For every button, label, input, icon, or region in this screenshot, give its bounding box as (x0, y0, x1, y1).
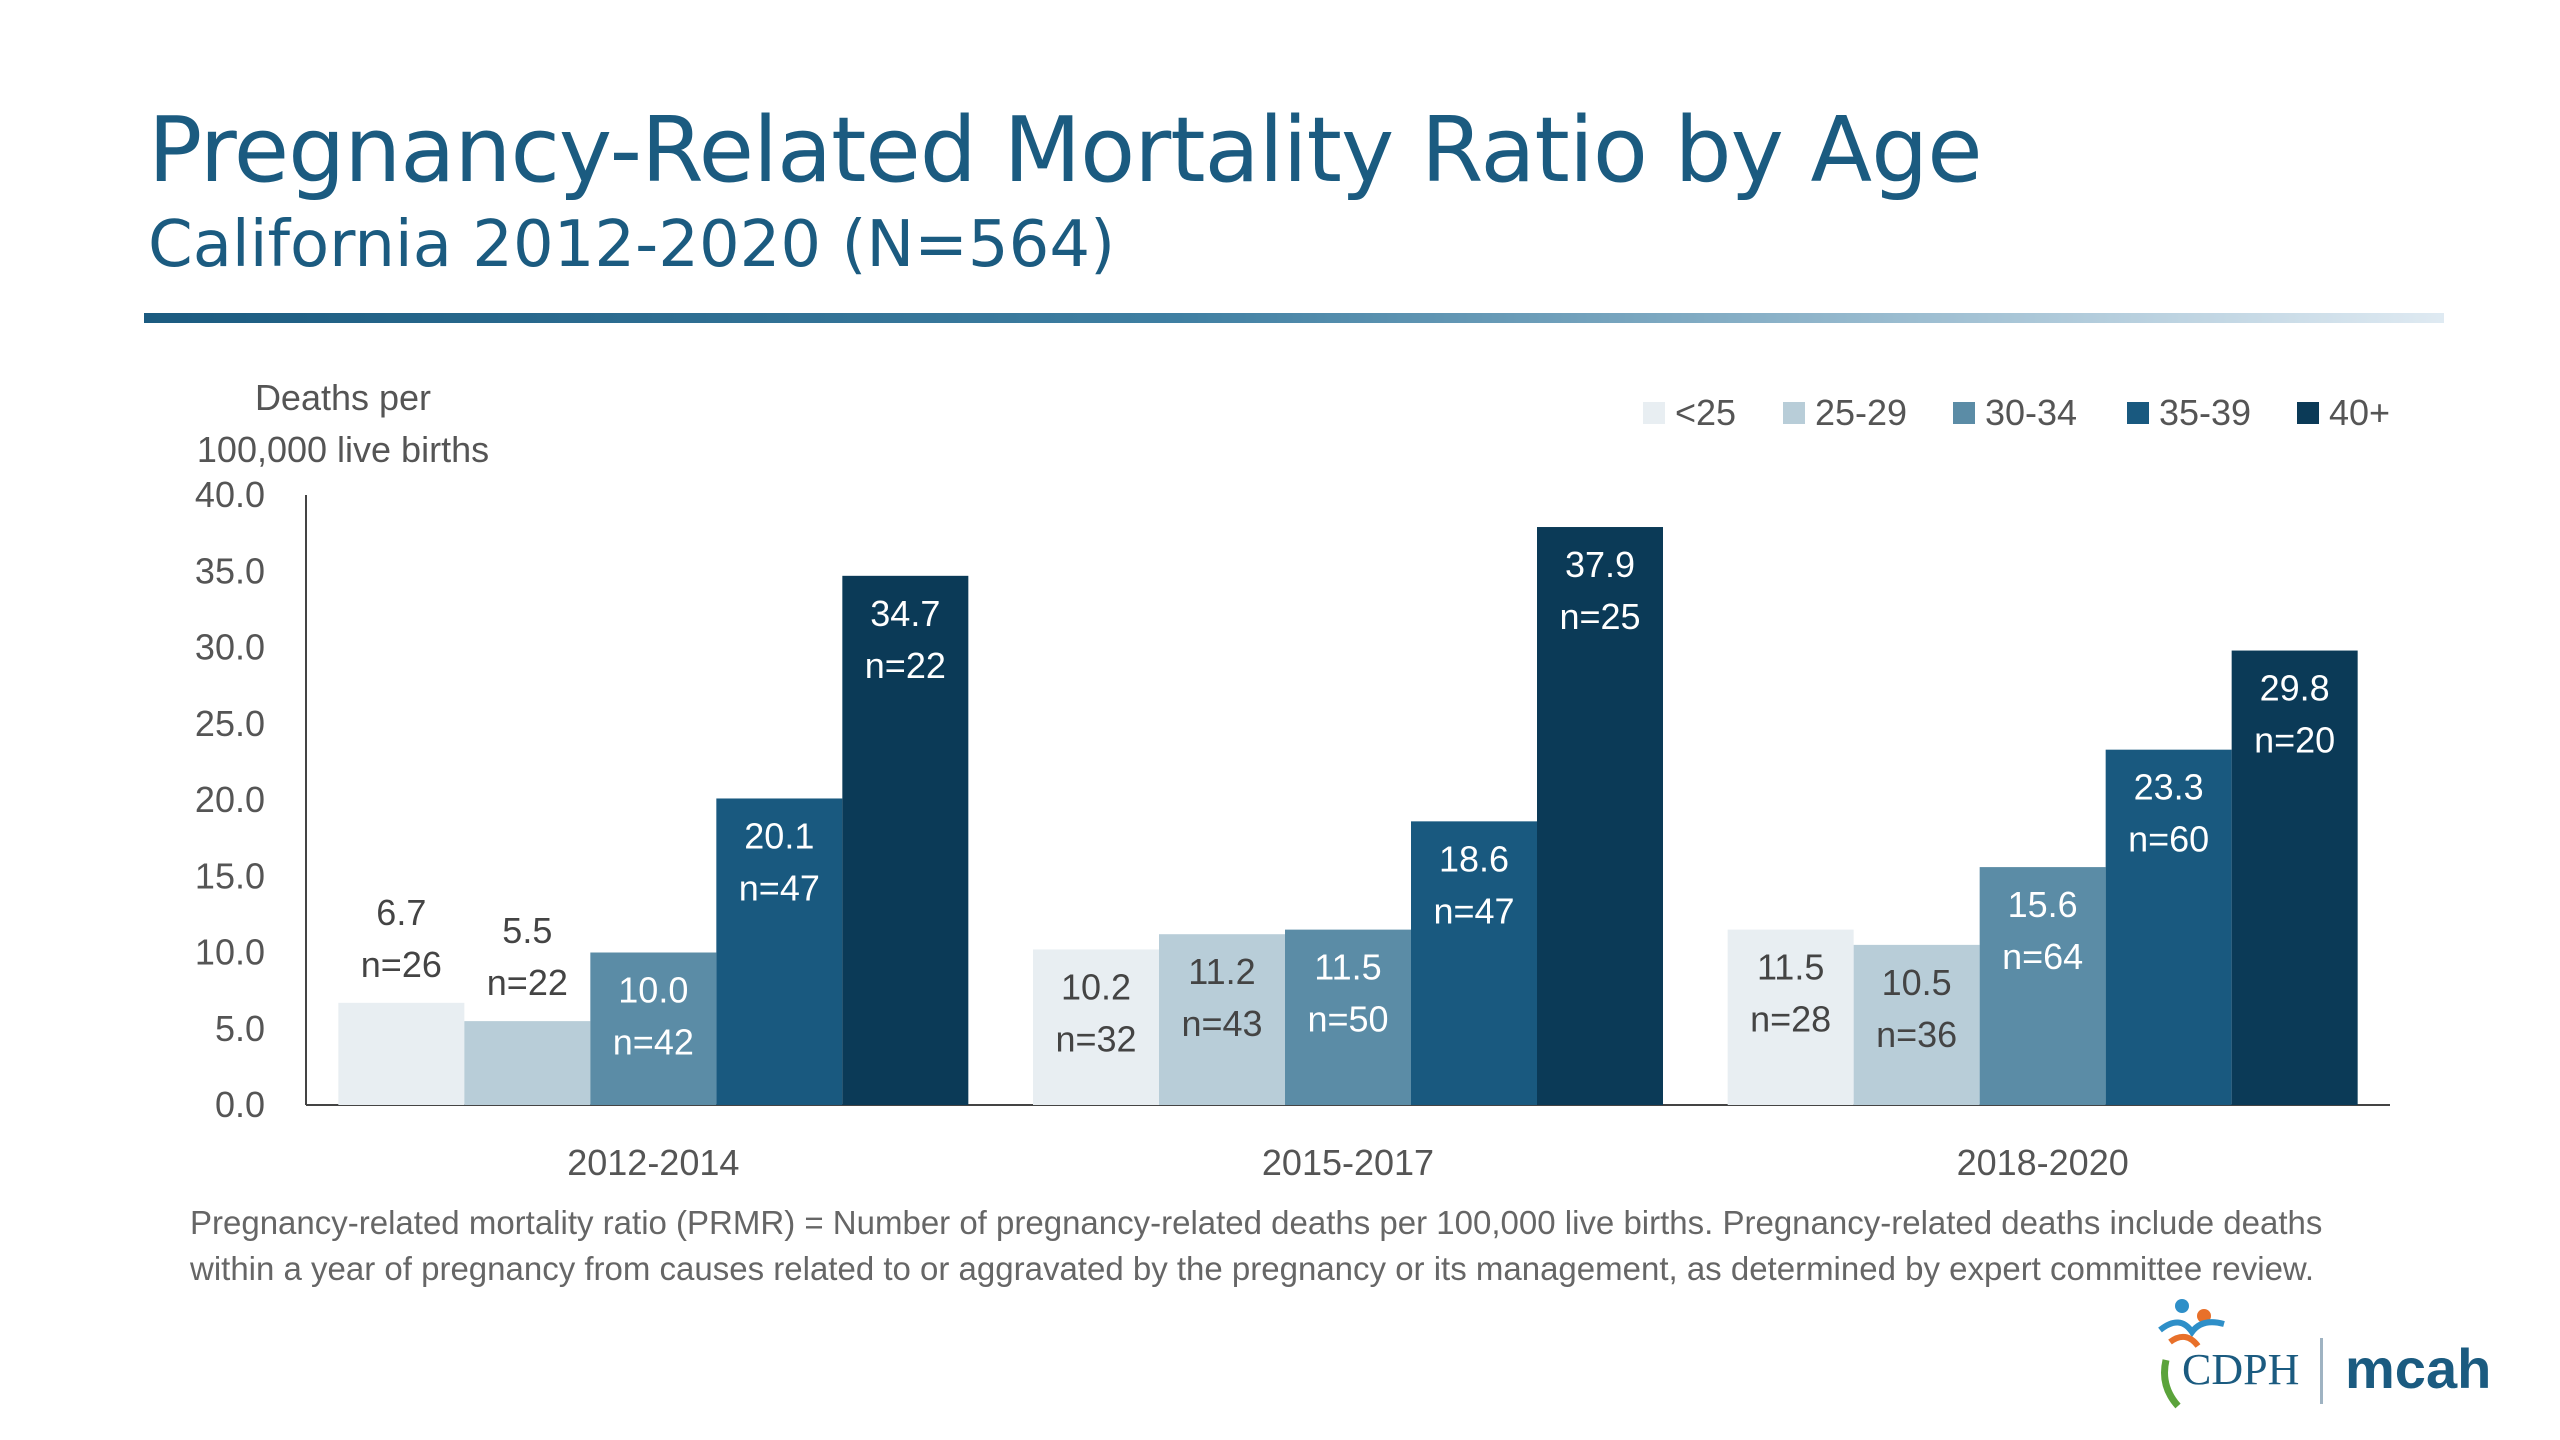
legend-swatch (1783, 402, 1805, 424)
mcah-wordmark: mcah (2345, 1337, 2492, 1400)
bar (716, 798, 843, 1105)
x-tick-label: 2018-2020 (1957, 1142, 2129, 1183)
y-tick-label: 10.0 (195, 932, 265, 973)
bar (842, 575, 969, 1105)
bar (1853, 944, 1980, 1105)
cdph-logo (2140, 1290, 2500, 1430)
y-tick-label: 30.0 (195, 627, 265, 668)
legend-label: 25-29 (1815, 392, 1907, 433)
slide-subtitle: California 2012-2020 (N=564) (148, 208, 1116, 282)
legend-swatch (1953, 402, 1975, 424)
data-label: 11.5 (1314, 947, 1381, 988)
slide-title: Pregnancy-Related Mortality Ratio by Age (148, 98, 1983, 203)
bar (1411, 821, 1537, 1105)
data-label-count: n=28 (1750, 999, 1831, 1040)
data-label-count: n=60 (2128, 819, 2209, 860)
footnote: Pregnancy-related mortality ratio (PRMR)… (190, 1204, 2323, 1287)
legend-label: 30-34 (1985, 392, 2077, 433)
bar (1159, 934, 1285, 1105)
data-label-count: n=64 (2002, 936, 2083, 977)
data-label: 11.2 (1188, 951, 1255, 992)
bar (1033, 949, 1159, 1105)
legend-swatch (2127, 402, 2149, 424)
bar (1537, 527, 1663, 1105)
x-tick-label: 2015-2017 (1262, 1142, 1434, 1183)
data-label: 10.0 (618, 970, 688, 1011)
bar (2231, 650, 2358, 1105)
y-tick-label: 0.0 (215, 1084, 265, 1125)
data-label-count: n=47 (739, 867, 820, 908)
data-label-count: n=42 (613, 1022, 694, 1063)
y-tick-label: 25.0 (195, 703, 265, 744)
y-tick-label: 20.0 (195, 779, 265, 820)
data-label: 29.8 (2260, 668, 2330, 709)
legend-swatch (1643, 402, 1665, 424)
data-label: 23.3 (2134, 767, 2204, 808)
data-label-count: n=43 (1181, 1003, 1262, 1044)
data-label-count: n=50 (1307, 999, 1388, 1040)
logo-divider (2320, 1338, 2323, 1404)
bar (1727, 929, 1854, 1105)
data-label: 11.5 (1757, 947, 1824, 988)
y-tick-label: 15.0 (195, 855, 265, 896)
legend-label: <25 (1675, 392, 1736, 433)
bar (464, 1021, 591, 1105)
data-label: 5.5 (502, 910, 552, 951)
data-label-count: n=20 (2254, 720, 2335, 761)
data-label: 34.7 (870, 593, 940, 634)
data-label: 10.2 (1061, 966, 1131, 1007)
bar (590, 952, 717, 1105)
data-label-count: n=25 (1559, 596, 1640, 637)
data-label: 10.5 (1882, 962, 1952, 1003)
y-axis-label: Deaths per (255, 377, 431, 418)
data-label: 18.6 (1439, 838, 1509, 879)
bar (2105, 749, 2232, 1105)
bar (1979, 867, 2106, 1105)
title-divider (144, 313, 2444, 323)
cdph-wordmark: CDPH (2182, 1345, 2300, 1394)
legend-label: 40+ (2329, 392, 2390, 433)
bar (1285, 929, 1411, 1105)
legend-label: 35-39 (2159, 392, 2251, 433)
data-label: 15.6 (2008, 884, 2078, 925)
data-label-count: n=22 (865, 645, 946, 686)
y-tick-label: 40.0 (195, 474, 265, 515)
data-label-count: n=36 (1876, 1014, 1957, 1055)
data-label: 6.7 (376, 892, 426, 933)
data-label-count: n=22 (487, 962, 568, 1003)
data-label-count: n=32 (1055, 1018, 1136, 1059)
bar-chart: Deaths per 100,000 live births 0.0 5.0 10.0 1… (195, 377, 2390, 1183)
y-tick-label: 35.0 (195, 550, 265, 591)
data-label-count: n=26 (361, 944, 442, 985)
legend-swatch (2297, 402, 2319, 424)
y-axis-label: 100,000 live births (197, 429, 489, 470)
x-tick-label: 2012-2014 (567, 1142, 739, 1183)
data-label: 37.9 (1565, 544, 1635, 585)
data-label-count: n=47 (1433, 890, 1514, 931)
bar (338, 1002, 465, 1105)
data-label: 20.1 (744, 815, 814, 856)
y-tick-label: 5.0 (215, 1008, 265, 1049)
